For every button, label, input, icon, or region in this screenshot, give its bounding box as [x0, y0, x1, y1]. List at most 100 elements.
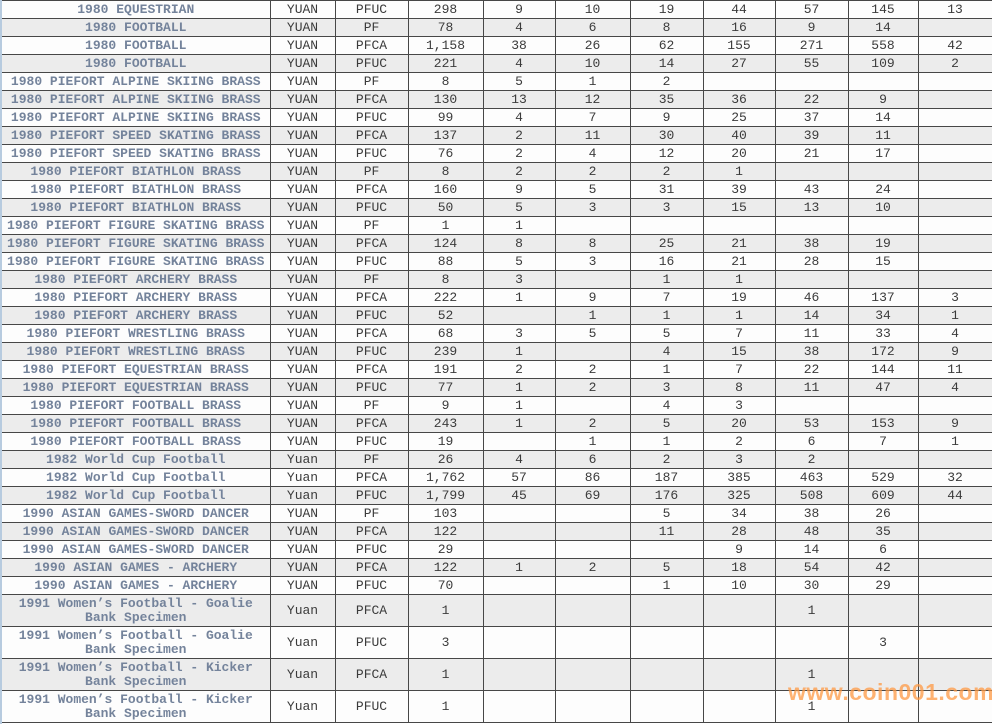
currency-cell: YUAN [269, 162, 336, 181]
item-description-cell[interactable]: 1980 PIEFORT WRESTLING BRASS [2, 342, 271, 361]
grade-count-cell: 609 [847, 486, 919, 505]
total-count-cell: 1 [407, 216, 484, 235]
grade-cell: PFUC [334, 0, 409, 19]
item-description-cell[interactable]: 1980 PIEFORT WRESTLING BRASS [2, 324, 271, 343]
item-description-cell[interactable]: 1980 EQUESTRIAN [2, 0, 271, 19]
table-row: 1980 PIEFORT ARCHERY BRASS YUAN PFCA 222 1 9 7… [2, 288, 992, 307]
item-description-cell[interactable]: 1991 Women’s Football - Kicker Bank Spec… [2, 658, 271, 691]
grade-cell: PFUC [334, 576, 409, 595]
currency-cell: YUAN [269, 540, 336, 559]
currency-cell: YUAN [269, 72, 336, 91]
grade-cell: PFUC [334, 540, 409, 559]
item-description-cell[interactable]: 1980 PIEFORT FIGURE SKATING BRASS [2, 216, 271, 235]
currency-cell: YUAN [269, 126, 336, 145]
grade-count-cell: 38 [774, 342, 849, 361]
grade-count-cell: 3 [629, 198, 704, 217]
item-description-cell[interactable]: 1982 World Cup Football [2, 450, 271, 469]
item-description-cell[interactable]: 1980 PIEFORT FIGURE SKATING BRASS [2, 234, 271, 253]
table-row: 1990 ASIAN GAMES-SWORD DANCER YUAN PF 103 5 3… [2, 504, 992, 523]
item-description-cell[interactable]: 1980 PIEFORT BIATHLON BRASS [2, 198, 271, 217]
item-description-cell[interactable]: 1980 PIEFORT ALPINE SKIING BRASS [2, 90, 271, 109]
grade-cell: PFCA [334, 360, 409, 379]
grade-count-cell: 4 [629, 396, 704, 415]
item-description-cell[interactable]: 1980 PIEFORT ARCHERY BRASS [2, 270, 271, 289]
item-description-cell[interactable]: 1980 PIEFORT FOOTBALL BRASS [2, 396, 271, 415]
item-description-cell[interactable]: 1980 PIEFORT SPEED SKATING BRASS [2, 126, 271, 145]
item-description-cell[interactable]: 1980 PIEFORT FOOTBALL BRASS [2, 414, 271, 433]
item-description-cell[interactable]: 1991 Women’s Football - Kicker Bank Spec… [2, 690, 271, 723]
item-description-cell[interactable]: 1980 PIEFORT EQUESTRIAN BRASS [2, 378, 271, 397]
grade-count-cell [917, 396, 992, 415]
item-description-cell[interactable]: 1982 World Cup Football [2, 468, 271, 487]
grade-count-cell: 2 [482, 144, 556, 163]
item-description-cell[interactable]: 1990 ASIAN GAMES-SWORD DANCER [2, 522, 271, 541]
item-description-cell[interactable]: 1980 FOOTBALL [2, 36, 271, 55]
grade-count-cell [847, 450, 919, 469]
item-description-cell[interactable]: 1980 PIEFORT BIATHLON BRASS [2, 180, 271, 199]
grade-count-cell: 5 [482, 252, 556, 271]
grade-count-cell: 2 [629, 162, 704, 181]
item-description-cell[interactable]: 1980 FOOTBALL [2, 18, 271, 37]
grade-count-cell [847, 72, 919, 91]
grade-count-cell: 3 [917, 288, 992, 307]
item-description-cell[interactable]: 1990 ASIAN GAMES-SWORD DANCER [2, 504, 271, 523]
grade-cell: PFUC [334, 432, 409, 451]
table-row: 1990 ASIAN GAMES - ARCHERY YUAN PFUC 70 1 10 3… [2, 576, 992, 595]
grade-count-cell [554, 658, 631, 691]
item-description-cell[interactable]: 1980 PIEFORT FOOTBALL BRASS [2, 432, 271, 451]
grade-count-cell: 5 [629, 414, 704, 433]
item-description-cell[interactable]: 1990 ASIAN GAMES - ARCHERY [2, 558, 271, 577]
grade-cell: PFUC [334, 626, 409, 659]
item-description-cell[interactable]: 1980 PIEFORT ALPINE SKIING BRASS [2, 108, 271, 127]
total-count-cell: 3 [407, 626, 484, 659]
grade-count-cell [774, 626, 849, 659]
total-count-cell: 1 [407, 594, 484, 627]
grade-count-cell: 30 [774, 576, 849, 595]
currency-cell: YUAN [269, 198, 336, 217]
grade-count-cell [917, 252, 992, 271]
grade-count-cell: 38 [774, 234, 849, 253]
item-description-cell[interactable]: 1980 PIEFORT ARCHERY BRASS [2, 306, 271, 325]
grade-count-cell: 2 [482, 126, 556, 145]
grade-count-cell: 8 [554, 234, 631, 253]
total-count-cell: 26 [407, 450, 484, 469]
grade-count-cell: 13 [774, 198, 849, 217]
table-row: 1980 PIEFORT FOOTBALL BRASS YUAN PF 9 1 4 3 [2, 396, 992, 415]
item-description-cell[interactable]: 1991 Women’s Football - Goalie Bank Spec… [2, 626, 271, 659]
item-description-cell[interactable]: 1980 PIEFORT ALPINE SKIING BRASS [2, 72, 271, 91]
item-description-cell[interactable]: 1980 PIEFORT BIATHLON BRASS [2, 162, 271, 181]
item-description-cell[interactable]: 1980 PIEFORT ARCHERY BRASS [2, 288, 271, 307]
currency-cell: YUAN [269, 378, 336, 397]
grade-count-cell [482, 658, 556, 691]
grade-count-cell: 9 [917, 414, 992, 433]
grade-count-cell: 11 [629, 522, 704, 541]
total-count-cell: 1,762 [407, 468, 484, 487]
table-row: 1980 PIEFORT BIATHLON BRASS YUAN PFCA 160 9 5… [2, 180, 992, 199]
total-count-cell: 221 [407, 54, 484, 73]
item-description-cell[interactable]: 1980 PIEFORT FIGURE SKATING BRASS [2, 252, 271, 271]
grade-cell: PFCA [334, 234, 409, 253]
item-description-cell[interactable]: 1990 ASIAN GAMES - ARCHERY [2, 576, 271, 595]
grade-cell: PFCA [334, 90, 409, 109]
table-row: 1980 PIEFORT ALPINE SKIING BRASS YUAN PFCA… [2, 90, 992, 109]
grade-count-cell: 7 [629, 288, 704, 307]
item-description-cell[interactable]: 1980 PIEFORT EQUESTRIAN BRASS [2, 360, 271, 379]
grade-count-cell: 3 [554, 198, 631, 217]
table-row: 1980 PIEFORT BIATHLON BRASS YUAN PF 8 2 2 2 1 [2, 162, 992, 181]
item-description-cell[interactable]: 1980 PIEFORT SPEED SKATING BRASS [2, 144, 271, 163]
grade-count-cell [917, 690, 992, 723]
item-description-cell[interactable]: 1980 FOOTBALL [2, 54, 271, 73]
grade-count-cell [629, 216, 704, 235]
grade-count-cell: 4 [917, 378, 992, 397]
grade-count-cell: 14 [774, 306, 849, 325]
item-description-cell[interactable]: 1990 ASIAN GAMES-SWORD DANCER [2, 540, 271, 559]
item-description-cell[interactable]: 1982 World Cup Football [2, 486, 271, 505]
grade-count-cell: 2 [917, 54, 992, 73]
grade-cell: PFCA [334, 594, 409, 627]
grade-count-cell [702, 216, 776, 235]
item-description-cell[interactable]: 1991 Women’s Football - Goalie Bank Spec… [2, 594, 271, 627]
table-row: 1990 ASIAN GAMES-SWORD DANCER YUAN PFCA 122… [2, 522, 992, 541]
grade-cell: PFUC [334, 54, 409, 73]
grade-count-cell: 144 [847, 360, 919, 379]
grade-cell: PFCA [334, 324, 409, 343]
